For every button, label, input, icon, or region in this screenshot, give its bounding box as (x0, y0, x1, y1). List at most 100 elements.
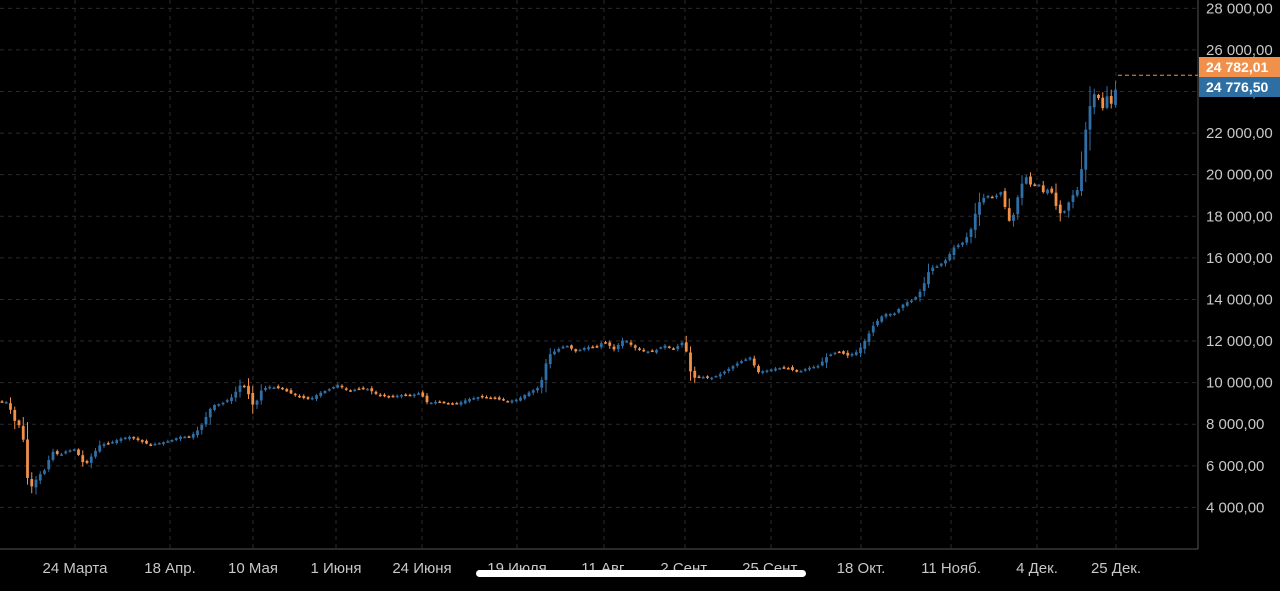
candle-body (213, 404, 216, 410)
candle-body (94, 450, 97, 457)
candle-body (914, 297, 918, 300)
candle-body (1114, 89, 1117, 105)
candle-body (825, 357, 828, 363)
y-tick-label: 10 000,00 (1206, 375, 1273, 392)
y-tick-label: 6 000,00 (1206, 458, 1264, 475)
candle-body (765, 370, 769, 372)
candle-body (132, 436, 136, 439)
candle-body (1029, 176, 1032, 185)
candle-body (485, 397, 488, 399)
candle-body (816, 366, 820, 368)
candle-body (727, 368, 731, 372)
candle-body (561, 346, 565, 349)
candle-body (136, 438, 140, 441)
x-tick-label: 11 Нояб. (921, 560, 981, 577)
candle-body (472, 398, 476, 400)
candle-body (752, 358, 756, 366)
candle-body (808, 367, 811, 370)
candle-body (769, 369, 773, 372)
candle-body (778, 368, 782, 370)
candle-body (204, 416, 208, 425)
chart-grid (0, 0, 1198, 549)
candle-body (1101, 97, 1105, 109)
candle-body (735, 363, 739, 366)
candle-body (170, 440, 174, 442)
candle-body (939, 263, 943, 266)
candle-body (230, 397, 233, 402)
candle-body (285, 389, 289, 392)
candle-body (706, 376, 709, 378)
candle-body (833, 352, 837, 355)
candle-body (638, 348, 641, 350)
y-tick-label: 22 000,00 (1206, 125, 1273, 142)
candle-body (1041, 185, 1045, 193)
candle-body (149, 444, 153, 446)
y-tick-label: 14 000,00 (1206, 291, 1273, 308)
candle-body (395, 395, 399, 398)
candle-body (17, 420, 21, 426)
candle-body (650, 350, 654, 353)
x-tick-label: 1 Июня (311, 560, 362, 577)
x-tick-label: 18 Окт. (837, 560, 886, 577)
y-tick-label: 8 000,00 (1206, 416, 1264, 433)
candle-body (268, 386, 272, 389)
candle-body (302, 395, 306, 398)
candle-body (863, 340, 867, 349)
candle-body (1088, 106, 1092, 130)
candle-body (217, 404, 221, 406)
candle-body (47, 459, 51, 470)
candle-body (387, 396, 391, 398)
candle-body (965, 237, 969, 243)
candle-body (837, 351, 841, 354)
candle-body (60, 454, 63, 456)
candle-body (922, 283, 926, 291)
candle-body (357, 388, 361, 391)
x-tick-label: 25 Дек. (1091, 560, 1141, 577)
candle-body (774, 368, 777, 371)
candle-body (723, 371, 726, 374)
candle-body (599, 343, 603, 348)
candle-body (417, 393, 420, 395)
candle-body (629, 342, 633, 345)
candle-body (221, 402, 225, 405)
candle-body (332, 387, 335, 389)
candle-body (697, 376, 701, 379)
candle-body (935, 266, 939, 268)
candle-body (1037, 184, 1041, 187)
candle-body (442, 401, 446, 404)
candle-body (918, 291, 922, 298)
candle-body (391, 395, 395, 398)
candles (0, 80, 1117, 495)
candle-body (51, 451, 55, 460)
candle-body (162, 442, 165, 445)
price-badges: 24 782,01 24 776,50 (1118, 57, 1280, 97)
candle-body (791, 367, 794, 370)
candle-body (701, 377, 705, 379)
candle-body (948, 254, 952, 261)
candle-body (276, 386, 280, 389)
y-tick-label: 20 000,00 (1206, 167, 1273, 184)
candle-body (523, 395, 527, 399)
candle-body (1092, 94, 1096, 108)
candle-body (255, 400, 259, 405)
candle-body (927, 272, 930, 285)
candle-body (81, 455, 85, 463)
candle-body (264, 387, 267, 391)
y-tick-label: 12 000,00 (1206, 333, 1273, 350)
candle-body (582, 348, 586, 350)
y-tick-label: 18 000,00 (1206, 208, 1273, 225)
candle-body (905, 302, 909, 306)
candle-body (451, 403, 454, 405)
candle-body (880, 316, 884, 322)
candle-body (846, 352, 850, 356)
candle-body (1097, 94, 1100, 99)
candle-body (710, 377, 714, 380)
candle-body (667, 346, 671, 349)
candle-body (289, 390, 293, 394)
candle-body (281, 387, 284, 390)
candle-body (183, 436, 187, 439)
candle-body (1007, 208, 1011, 221)
home-indicator[interactable] (476, 570, 806, 577)
candle-body (408, 394, 412, 397)
candle-body (344, 388, 348, 390)
